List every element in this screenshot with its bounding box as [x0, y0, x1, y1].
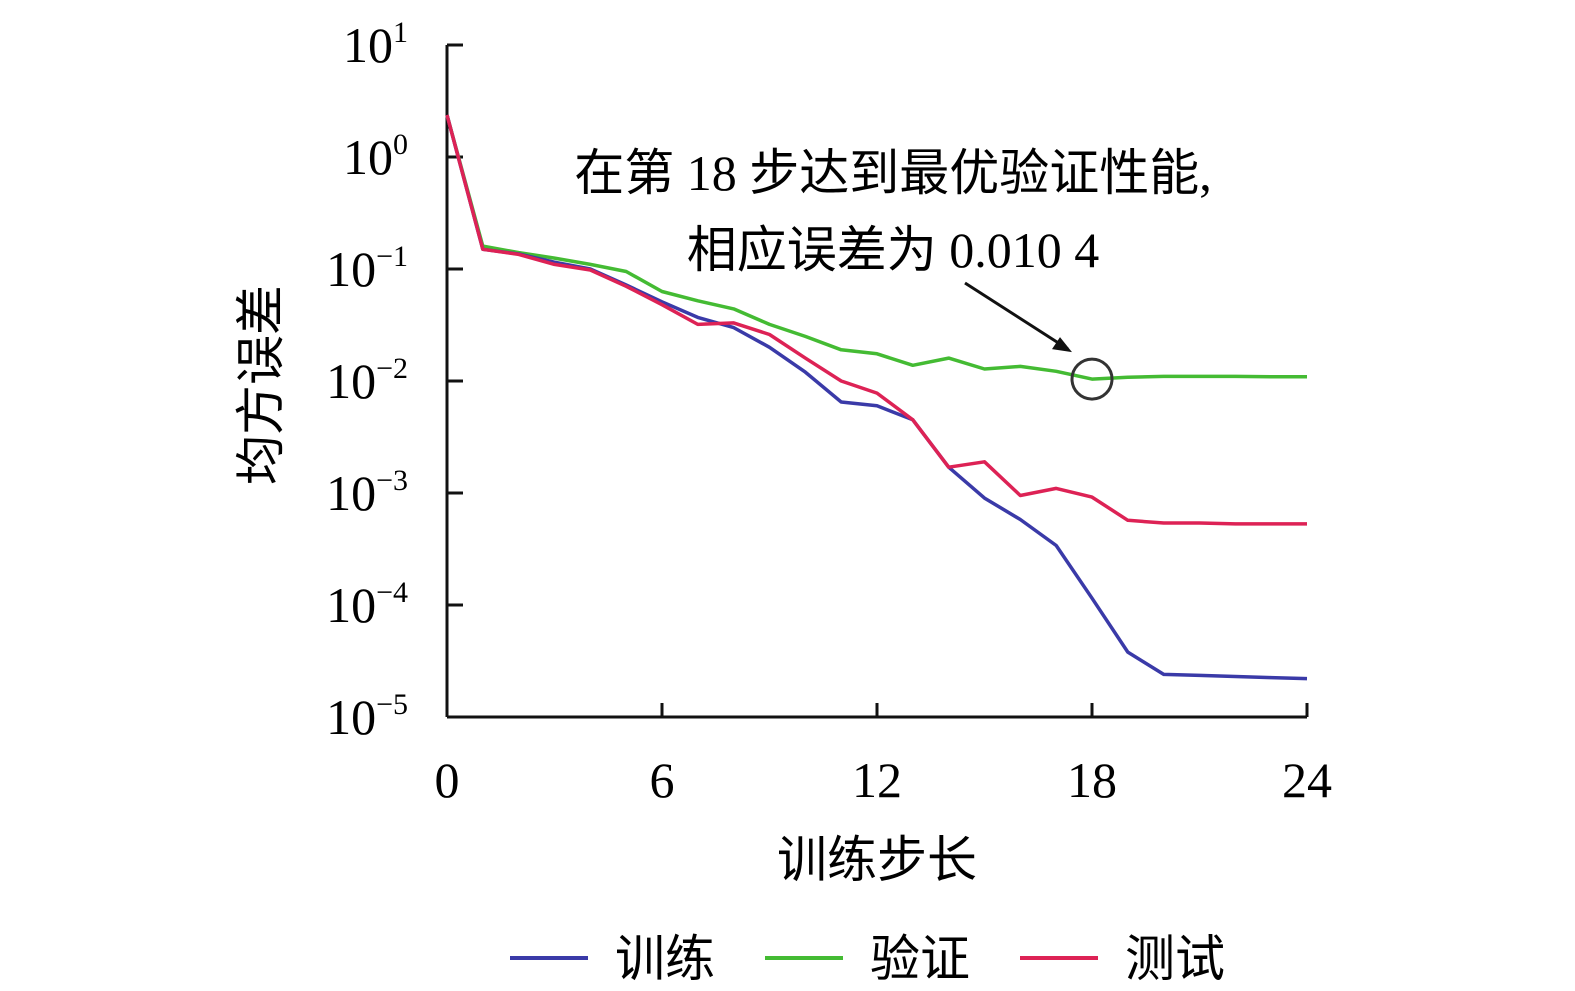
y-axis-label: 均方误差 — [233, 285, 289, 485]
y-tick-label: 10−3 — [326, 464, 408, 521]
x-tick-label: 0 — [435, 752, 460, 808]
y-tick-label: 10−2 — [326, 352, 408, 409]
annotation-circle — [1070, 357, 1114, 401]
annotation: 在第 18 步达到最优验证性能, 相应误差为 0.010 4 — [574, 145, 1212, 401]
legend-label-3: 测试 — [1125, 931, 1225, 987]
y-tick-label: 10−5 — [326, 688, 408, 745]
legend-label-1: 训练 — [615, 931, 715, 987]
y-tick-label: 10−1 — [326, 240, 408, 297]
annotation-line-1: 在第 18 步达到最优验证性能, — [574, 145, 1212, 201]
annotation-arrow — [964, 281, 1069, 351]
axes: 0 6 12 18 24 101 100 10−1 10−2 10−3 10−4 10−5 — [326, 16, 1332, 808]
y-tick-label: 100 — [343, 128, 408, 185]
series-line-2 — [445, 114, 1307, 381]
y-tick-label: 101 — [343, 16, 408, 73]
series-lines — [445, 114, 1308, 681]
arrowhead-icon — [1052, 337, 1072, 353]
legend: 训练 验证 测试 — [510, 931, 1225, 987]
x-tick-label: 12 — [852, 752, 902, 808]
x-tick-label: 24 — [1282, 752, 1332, 808]
series-line-3 — [445, 114, 1307, 526]
annotation-line-2: 相应误差为 0.010 4 — [687, 222, 1100, 278]
y-tick-label: 10−4 — [326, 576, 408, 633]
x-tick-label: 6 — [650, 752, 675, 808]
x-axis-label: 训练步长 — [777, 832, 977, 888]
x-tick-label: 18 — [1067, 752, 1117, 808]
legend-label-2: 验证 — [870, 931, 970, 987]
